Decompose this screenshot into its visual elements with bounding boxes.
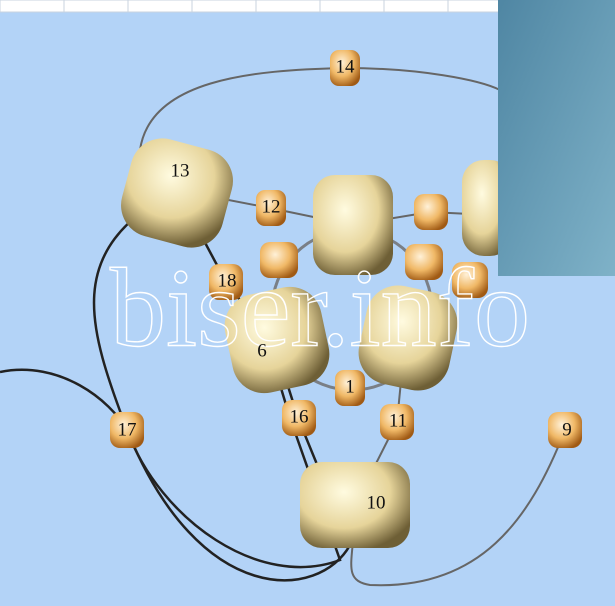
watermark: biser.info bbox=[110, 247, 530, 371]
bead-label: 13 bbox=[171, 160, 190, 181]
bead-label: 1 bbox=[345, 376, 355, 397]
bead-label: 10 bbox=[367, 492, 386, 513]
page: {"watermark": "biser.info", "nodes": [ {… bbox=[0, 0, 615, 606]
bead-label: 11 bbox=[389, 410, 407, 431]
bead-label: 9 bbox=[562, 419, 572, 440]
diagram: biser.info 14 13 12 18 6 1 16 11 17 10 9 bbox=[0, 0, 615, 606]
bead-label: 6 bbox=[257, 340, 267, 361]
bead-label: 16 bbox=[290, 406, 309, 427]
bead-label: 12 bbox=[262, 196, 281, 217]
photo bbox=[498, 0, 615, 276]
bead-label: 18 bbox=[218, 270, 237, 291]
bead-label: 17 bbox=[118, 419, 137, 440]
small-bead bbox=[414, 194, 448, 230]
bead-label: 14 bbox=[336, 56, 356, 77]
large-bead bbox=[300, 462, 410, 548]
table-strip bbox=[0, 0, 500, 12]
